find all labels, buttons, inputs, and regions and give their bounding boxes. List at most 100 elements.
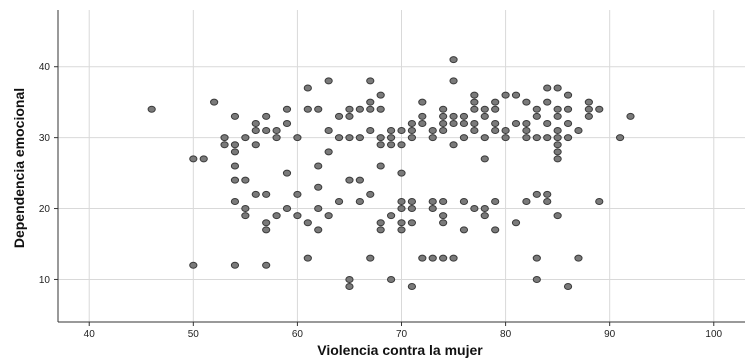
data-point	[449, 77, 458, 85]
data-point	[220, 134, 229, 142]
data-point	[563, 119, 573, 127]
data-point	[418, 98, 427, 106]
data-point	[532, 134, 541, 142]
data-point	[230, 141, 240, 149]
tick-labels: 40 50 60 70 80 90 100 10 20 30 40	[39, 62, 723, 340]
data-point	[543, 119, 552, 127]
data-point	[501, 91, 510, 99]
data-point	[439, 112, 448, 120]
data-point	[314, 162, 323, 170]
data-point	[355, 176, 364, 184]
data-point	[553, 155, 562, 163]
data-point	[241, 205, 250, 213]
data-point	[543, 197, 552, 205]
data-point	[491, 226, 500, 234]
data-point	[626, 112, 635, 120]
data-point	[282, 119, 292, 127]
data-point	[553, 105, 562, 113]
x-tick-label: 80	[500, 329, 512, 340]
data-point	[303, 84, 312, 92]
data-point	[314, 183, 323, 191]
data-point	[574, 254, 583, 262]
data-point	[241, 176, 250, 184]
data-point	[334, 197, 344, 205]
data-point	[230, 148, 240, 156]
data-point	[293, 134, 302, 142]
data-point	[532, 254, 541, 262]
data-point	[407, 119, 417, 127]
data-point	[470, 98, 479, 106]
data-point	[491, 197, 500, 205]
data-point	[366, 127, 375, 135]
data-point	[470, 127, 479, 135]
data-point	[470, 105, 479, 113]
data-point	[532, 112, 541, 120]
data-point	[470, 205, 479, 213]
x-tick-label: 100	[705, 329, 722, 340]
data-point	[428, 254, 437, 262]
data-point	[324, 127, 333, 135]
data-point	[543, 84, 552, 92]
data-point	[459, 134, 469, 142]
data-point	[480, 212, 489, 220]
data-point	[376, 219, 385, 227]
data-point	[386, 141, 396, 149]
data-point	[563, 283, 573, 291]
data-point	[522, 134, 531, 142]
data-point	[428, 127, 437, 135]
data-point	[282, 169, 292, 177]
data-point	[386, 134, 396, 142]
data-point	[553, 212, 562, 220]
data-point	[376, 226, 385, 234]
data-point	[262, 261, 271, 269]
data-point	[543, 98, 552, 106]
data-point	[262, 226, 271, 234]
data-point	[220, 141, 229, 149]
data-point	[386, 212, 396, 220]
data-point	[376, 134, 385, 142]
data-point	[491, 119, 500, 127]
data-point	[501, 127, 510, 135]
data-point	[397, 205, 406, 213]
data-point	[439, 105, 448, 113]
data-point	[439, 254, 448, 262]
data-point	[470, 119, 479, 127]
data-point	[366, 77, 375, 85]
data-points	[147, 56, 635, 291]
data-point	[532, 275, 541, 283]
data-point	[345, 112, 354, 120]
y-tick-label: 20	[39, 204, 51, 215]
data-point	[282, 205, 292, 213]
y-tick-label: 40	[39, 62, 51, 73]
data-point	[449, 141, 458, 149]
data-point	[407, 127, 417, 135]
data-point	[230, 112, 240, 120]
data-point	[303, 105, 312, 113]
data-point	[563, 105, 573, 113]
data-point	[480, 134, 489, 142]
data-point	[251, 119, 260, 127]
data-point	[345, 283, 354, 291]
axes	[54, 10, 745, 326]
data-point	[334, 134, 344, 142]
y-tick-label: 30	[39, 133, 51, 144]
gridlines	[58, 10, 745, 322]
data-point	[501, 134, 510, 142]
data-point	[449, 112, 458, 120]
data-point	[303, 219, 312, 227]
data-point	[230, 261, 240, 269]
data-point	[262, 190, 271, 198]
data-point	[189, 261, 198, 269]
data-point	[366, 254, 375, 262]
data-point	[293, 190, 302, 198]
data-point	[439, 197, 448, 205]
data-point	[376, 105, 385, 113]
data-point	[459, 112, 469, 120]
data-point	[407, 283, 417, 291]
data-point	[595, 105, 604, 113]
data-point	[407, 219, 417, 227]
data-point	[314, 105, 323, 113]
data-point	[251, 141, 260, 149]
data-point	[262, 127, 271, 135]
